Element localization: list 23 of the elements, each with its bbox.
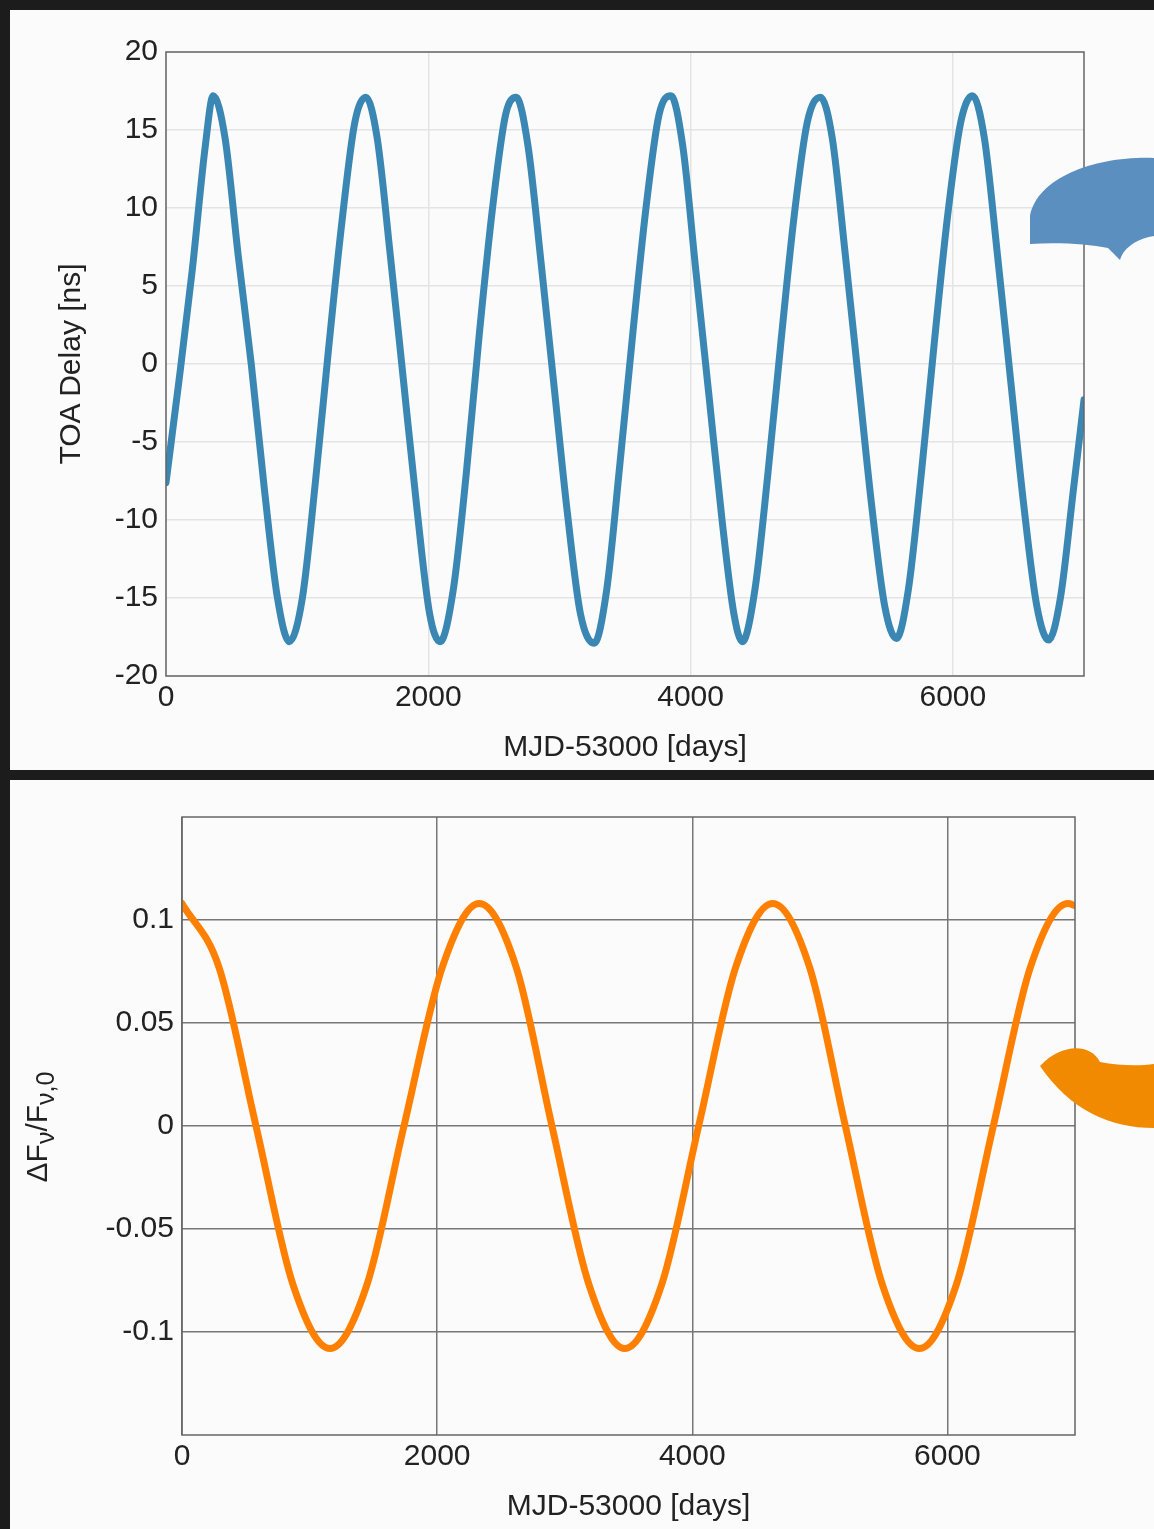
x-tick-label: 6000 [919,679,987,713]
x-tick-label: 2000 [394,679,462,713]
x-tick-label: 2000 [403,1438,471,1472]
x-tick-label: 4000 [657,679,724,713]
y-axis-title: TOA Delay [ns] [53,263,87,465]
y-tick-label: 15 [124,111,158,145]
y-tick-label: 5 [141,267,158,301]
y-tick-label: -10 [114,501,158,535]
x-axis-title: MJD-53000 [days] [503,729,747,763]
x-tick-label: 4000 [658,1438,726,1472]
y-tick-label: 10 [124,189,158,223]
y-tick-label: -0.1 [122,1313,174,1347]
y-tick-label: -0.05 [105,1210,174,1244]
y-tick-label: 0 [141,345,158,379]
y-tick-label: -5 [131,423,158,457]
y-tick-label: 20 [124,33,158,67]
y-tick-label: 0 [157,1107,174,1141]
y-tick-label: -20 [114,657,158,691]
y-tick-label: 0.05 [115,1004,174,1038]
y-tick-label: -15 [114,579,158,613]
x-axis-title: MJD-53000 [days] [506,1488,751,1522]
y-tick-label: 0.1 [132,901,174,935]
x-tick-label: 6000 [914,1438,981,1472]
